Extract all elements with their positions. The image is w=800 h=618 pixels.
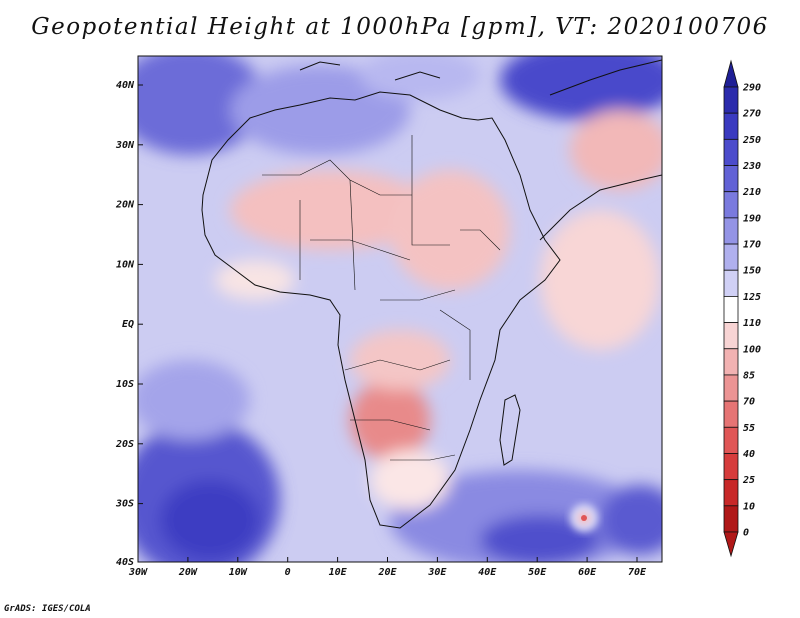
- lon-tick-label: 70E: [628, 567, 647, 578]
- colorbar-label: 250: [742, 135, 761, 146]
- colorbar-label: 150: [743, 266, 761, 277]
- lat-tick-label: 10S: [116, 379, 134, 390]
- colorbar-swatch: [723, 191, 739, 219]
- height-field: [138, 56, 662, 562]
- colorbar-label: 210: [742, 187, 761, 198]
- colorbar-swatch: [723, 86, 739, 114]
- lon-tick-label: 30E: [427, 567, 447, 578]
- colorbar-label: 290: [742, 83, 761, 94]
- colorbar-swatch: [723, 112, 739, 140]
- lon-tick-label: 30W: [128, 567, 148, 578]
- colorbar-label: 270: [742, 109, 761, 120]
- longitude-axis: 30W 20W 10W 0 10E 20E 30E 40E 50E 60E 70E: [128, 557, 647, 578]
- colorbar-label: 110: [743, 318, 761, 329]
- colorbar-swatch: [723, 269, 739, 297]
- lat-tick-label: 20N: [115, 200, 135, 211]
- colorbar-swatch: [723, 138, 739, 166]
- lat-tick-label: EQ: [122, 319, 134, 330]
- lon-tick-label: 60E: [578, 567, 597, 578]
- colorbar-swatch: [723, 479, 739, 507]
- colorbar-swatch: [723, 426, 739, 454]
- lat-tick-label: 40S: [116, 557, 134, 568]
- lon-tick-label: 20E: [377, 567, 397, 578]
- lat-tick-label: 30N: [115, 140, 135, 151]
- colorbar-label: 10: [743, 501, 755, 512]
- latitude-axis: 40N 30N 20N 10N EQ 10S 20S 30S 40S: [115, 80, 143, 568]
- coastlines: [201, 59, 662, 529]
- colorbar-swatch: [723, 348, 739, 376]
- colorbar-label: 40: [743, 449, 755, 460]
- colorbar-label: 170: [743, 240, 761, 251]
- colorbar-label: 70: [743, 397, 755, 408]
- colorbar-swatch: [723, 296, 739, 323]
- lat-tick-label: 40N: [116, 80, 135, 91]
- lon-tick-label: 50E: [528, 567, 547, 578]
- colorbar-swatch: [723, 322, 739, 350]
- colorbar-bottom-arrow: [723, 531, 739, 558]
- colorbar-swatch: [723, 453, 739, 481]
- colorbar-swatch: [723, 165, 739, 193]
- colorbar-top-arrow: [723, 59, 739, 88]
- colorbar-label: 25: [742, 475, 755, 486]
- lon-tick-label: 40E: [478, 567, 497, 578]
- map-title: Geopotential Height at 1000hPa [gpm], VT…: [31, 14, 769, 40]
- lon-tick-label: 0: [285, 567, 291, 578]
- lon-tick-label: 10E: [329, 567, 348, 578]
- lat-tick-label: 30S: [115, 499, 134, 510]
- colorbar-label: 230: [742, 161, 761, 172]
- lat-tick-label: 20S: [115, 439, 134, 450]
- borders: [262, 135, 501, 461]
- colorbar-swatch: [723, 374, 739, 402]
- colorbar-swatch: [723, 400, 739, 428]
- colorbar-label: 0: [743, 528, 749, 539]
- colorbar-swatch: [723, 505, 739, 533]
- grads-credit: GrADS: IGES/COLA: [4, 604, 91, 614]
- map-frame: [137, 55, 663, 563]
- colorbar-label: 190: [743, 213, 761, 224]
- lon-tick-label: 10W: [229, 567, 248, 578]
- colorbar-label: 85: [743, 370, 755, 381]
- colorbar-label: 55: [743, 423, 755, 434]
- colorbar: 2902702502302101901701501251101008570554…: [723, 59, 761, 558]
- colorbar-swatch: [723, 217, 739, 245]
- colorbar-label: 125: [743, 292, 761, 303]
- colorbar-label: 100: [743, 344, 761, 355]
- lon-tick-label: 20W: [178, 567, 198, 578]
- colorbar-swatch: [723, 243, 739, 271]
- lat-tick-label: 10N: [116, 259, 135, 270]
